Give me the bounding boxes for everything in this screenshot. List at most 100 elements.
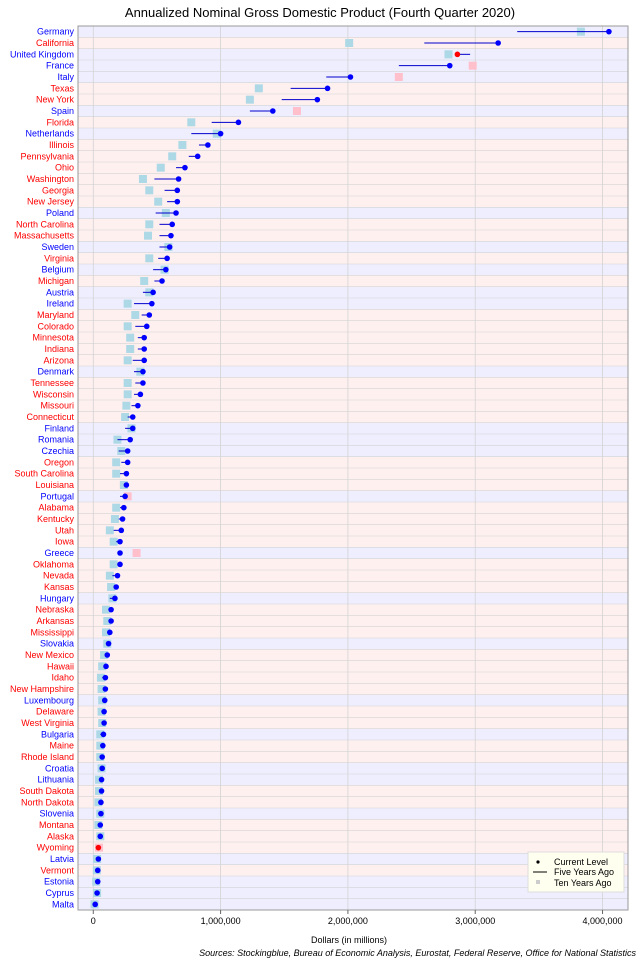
ten-years-ago-marker bbox=[123, 299, 132, 308]
current-level-dot bbox=[113, 584, 119, 590]
row-band bbox=[78, 298, 628, 310]
current-level-dot bbox=[92, 901, 98, 908]
legend-current-marker bbox=[536, 860, 540, 864]
current-level-dot bbox=[143, 323, 150, 330]
current-level-dot bbox=[119, 516, 126, 522]
ten-years-ago-marker bbox=[245, 95, 254, 104]
current-level-dot bbox=[129, 414, 136, 420]
row-band bbox=[78, 320, 628, 332]
row-label: New Mexico bbox=[25, 650, 74, 660]
current-level-dot bbox=[141, 346, 148, 352]
current-level-dot bbox=[314, 96, 321, 103]
row-label: Sweden bbox=[41, 242, 74, 252]
row-label: Germany bbox=[37, 27, 75, 37]
row-label: Washington bbox=[27, 174, 74, 184]
row-band bbox=[78, 887, 628, 899]
row-band bbox=[78, 706, 628, 718]
current-level-dot bbox=[123, 470, 130, 477]
row-band bbox=[78, 842, 628, 854]
row-label: Massachusetts bbox=[14, 231, 75, 241]
ten-years-ago-marker bbox=[107, 583, 116, 591]
row-label: Poland bbox=[46, 208, 74, 218]
row-label: Estonia bbox=[44, 877, 74, 887]
row-label: Arkansas bbox=[36, 616, 74, 626]
row-band bbox=[78, 196, 628, 208]
row-band bbox=[78, 366, 628, 378]
row-band bbox=[78, 241, 628, 253]
row-label: Alaska bbox=[47, 831, 74, 841]
ten-years-ago-marker bbox=[112, 458, 121, 467]
data-marks bbox=[90, 27, 612, 909]
row-label: South Dakota bbox=[19, 786, 74, 796]
current-level-dot bbox=[105, 640, 112, 647]
row-band bbox=[78, 638, 628, 650]
row-label: Rhode Island bbox=[21, 752, 74, 762]
row-label: Portugal bbox=[40, 491, 74, 501]
row-band bbox=[78, 615, 628, 627]
current-level-dot bbox=[135, 402, 141, 409]
row-label: United Kingdom bbox=[10, 49, 74, 59]
current-level-dot bbox=[124, 448, 131, 454]
row-band bbox=[78, 762, 628, 774]
row-label: Wyoming bbox=[37, 843, 74, 853]
row-label: Denmark bbox=[37, 367, 74, 377]
row-label: Pennsylvania bbox=[20, 151, 74, 161]
current-level-dot bbox=[94, 890, 100, 896]
ten-years-ago-marker bbox=[121, 413, 130, 421]
row-band bbox=[78, 524, 628, 536]
row-label: New York bbox=[36, 95, 75, 105]
row-label: Latvia bbox=[50, 854, 74, 864]
row-band bbox=[78, 94, 628, 106]
x-tick-label: 3,000,000 bbox=[455, 916, 495, 926]
current-level-dot bbox=[102, 674, 109, 681]
ten-years-ago-marker bbox=[110, 515, 119, 523]
current-level-dot bbox=[95, 844, 102, 851]
row-label: Nebraska bbox=[35, 605, 74, 615]
current-level-dot bbox=[100, 742, 106, 749]
ten-years-ago-marker bbox=[145, 220, 154, 229]
ten-years-ago-marker bbox=[144, 231, 153, 240]
x-tick-label: 0 bbox=[91, 916, 96, 926]
ten-years-ago-marker bbox=[126, 345, 135, 353]
legend-ten-label: Ten Years Ago bbox=[554, 878, 612, 888]
row-label: Kentucky bbox=[37, 514, 75, 524]
row-band bbox=[78, 184, 628, 196]
current-level-dot bbox=[606, 28, 612, 35]
row-band bbox=[78, 150, 628, 162]
ten-years-ago-marker bbox=[123, 379, 132, 387]
row-band bbox=[78, 728, 628, 740]
ten-years-ago-marker bbox=[109, 560, 118, 569]
row-label: Nevada bbox=[43, 571, 74, 581]
current-level-dot bbox=[101, 697, 108, 704]
current-level-dot bbox=[205, 142, 211, 148]
row-label: Romania bbox=[38, 435, 74, 445]
row-band bbox=[78, 139, 628, 151]
ten-years-ago-marker bbox=[103, 617, 112, 625]
current-level-dot bbox=[97, 822, 104, 828]
row-band bbox=[78, 649, 628, 661]
ten-years-ago-marker bbox=[109, 537, 118, 546]
row-band bbox=[78, 26, 628, 38]
x-tick-label: 2,000,000 bbox=[328, 916, 368, 926]
ten-years-ago-marker bbox=[132, 549, 141, 557]
ten-years-ago-marker bbox=[102, 605, 111, 614]
row-label: Virginia bbox=[44, 253, 74, 263]
current-level-dot bbox=[98, 776, 105, 783]
x-tick-label: 1,000,000 bbox=[201, 916, 241, 926]
row-label: Luxembourg bbox=[24, 695, 74, 705]
row-label: Indiana bbox=[44, 344, 74, 354]
current-level-dot bbox=[124, 459, 131, 466]
ten-years-ago-marker bbox=[254, 84, 263, 93]
chart-title: Annualized Nominal Gross Domestic Produc… bbox=[125, 5, 515, 20]
row-band bbox=[78, 400, 628, 412]
current-level-dot bbox=[174, 198, 181, 205]
current-level-dot bbox=[117, 538, 123, 545]
row-label: Spain bbox=[51, 106, 74, 116]
current-level-dot bbox=[217, 130, 224, 137]
row-band bbox=[78, 570, 628, 582]
row-band bbox=[78, 853, 628, 865]
row-band bbox=[78, 864, 628, 876]
